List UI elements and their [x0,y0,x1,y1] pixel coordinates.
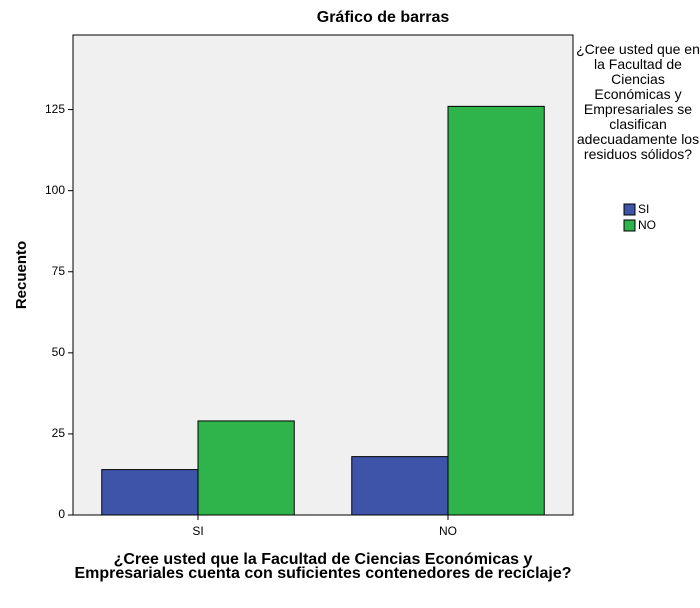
x-axis-label: ¿Cree usted que la Facultad de Ciencias … [74,551,572,582]
bar [351,456,449,516]
legend-label: SI [638,202,649,216]
y-tick-label: 50 [52,345,66,359]
chart-title: Gráfico de barras [317,9,450,26]
legend-title: ¿Cree usted que en la Facultad de Cienci… [576,41,700,162]
y-tick-label: 25 [52,426,66,440]
legend-label: NO [638,218,656,232]
y-tick-label: 100 [45,183,65,197]
y-tick-label: 125 [45,102,65,116]
legend-swatch [623,219,636,232]
x-tick-label: NO [439,524,457,538]
y-axis-label: Recuento [13,241,30,309]
y-tick-label: 75 [52,264,66,278]
x-tick-label: SI [192,524,203,538]
bar [447,105,545,516]
bar [197,420,295,516]
bar [101,469,199,516]
y-tick-label: 0 [58,507,65,521]
legend-swatch [623,203,636,216]
